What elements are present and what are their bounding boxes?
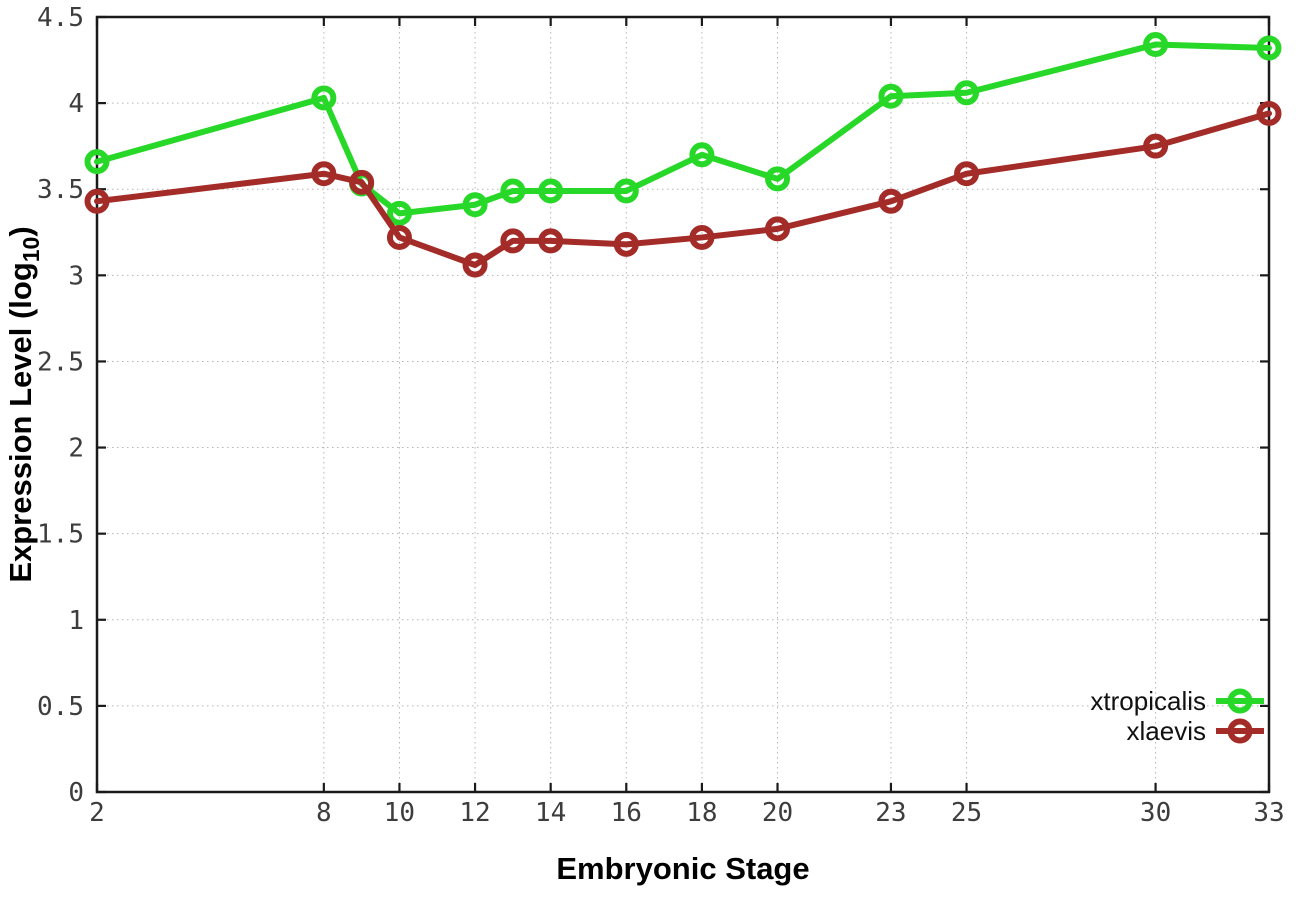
x-tick-label: 30 <box>1140 798 1171 828</box>
x-tick-label: 8 <box>316 798 332 828</box>
y-tick-label: 4 <box>68 89 84 119</box>
y-tick-label: 2 <box>68 434 84 464</box>
data-point-xtropicalis <box>538 178 564 204</box>
x-tick-label: 16 <box>611 798 642 828</box>
data-point-xlaevis <box>500 228 526 254</box>
series-line-xtropicalis <box>94 41 1272 217</box>
x-tick-label: 14 <box>535 798 566 828</box>
data-point-xtropicalis <box>689 142 715 168</box>
legend-marker-xtropicalis <box>1227 688 1253 714</box>
plot-border <box>95 15 1271 794</box>
y-tick-label: 1.5 <box>37 520 84 550</box>
x-tick-label: 2 <box>89 798 105 828</box>
data-point-xlaevis <box>689 224 715 250</box>
y-tick-label: 0 <box>68 778 84 808</box>
x-tick-label: 25 <box>951 798 982 828</box>
y-tick-label: 0.5 <box>37 692 84 722</box>
x-tick-label: 18 <box>686 798 717 828</box>
data-point-xtropicalis <box>462 192 488 218</box>
data-point-xlaevis <box>349 169 375 195</box>
x-axis-label: Embryonic Stage <box>556 851 809 886</box>
data-point-xlaevis <box>878 188 904 214</box>
data-point-xtropicalis <box>954 80 980 106</box>
y-tick-label: 4.5 <box>37 3 84 33</box>
data-point-xlaevis <box>538 228 564 254</box>
data-point-xtropicalis <box>878 83 904 109</box>
data-point-xtropicalis <box>1256 35 1282 61</box>
data-point-xtropicalis <box>500 178 526 204</box>
data-point-xlaevis <box>311 161 337 187</box>
data-point-xtropicalis <box>311 85 337 111</box>
data-point-xtropicalis <box>613 178 639 204</box>
legend-marker-xlaevis <box>1227 718 1253 744</box>
x-tick-label: 12 <box>459 798 490 828</box>
legend-label-xlaevis: xlaevis <box>1127 716 1206 746</box>
data-point-xtropicalis <box>765 166 791 192</box>
x-tick-label: 10 <box>384 798 415 828</box>
data-point-xlaevis <box>1256 100 1282 126</box>
y-tick-label: 3.5 <box>37 175 84 205</box>
data-point-xlaevis <box>84 188 110 214</box>
data-point-xtropicalis <box>386 200 412 226</box>
y-axis-label: Expression Level (log10) <box>3 226 44 582</box>
y-tick-label: 1 <box>68 606 84 636</box>
data-point-xlaevis <box>765 216 791 242</box>
x-tick-label: 23 <box>875 798 906 828</box>
data-point-xlaevis <box>1143 133 1169 159</box>
data-point-xlaevis <box>462 252 488 278</box>
data-point-xlaevis <box>386 224 412 250</box>
x-tick-label: 20 <box>762 798 793 828</box>
data-point-xtropicalis <box>1143 32 1169 58</box>
data-point-xlaevis <box>954 161 980 187</box>
x-tick-label: 33 <box>1253 798 1284 828</box>
y-tick-label: 3 <box>68 261 84 291</box>
y-tick-label: 2.5 <box>37 347 84 377</box>
legend-label-xtropicalis: xtropicalis <box>1090 686 1206 716</box>
data-point-xlaevis <box>613 231 639 257</box>
data-point-xtropicalis <box>84 149 110 175</box>
